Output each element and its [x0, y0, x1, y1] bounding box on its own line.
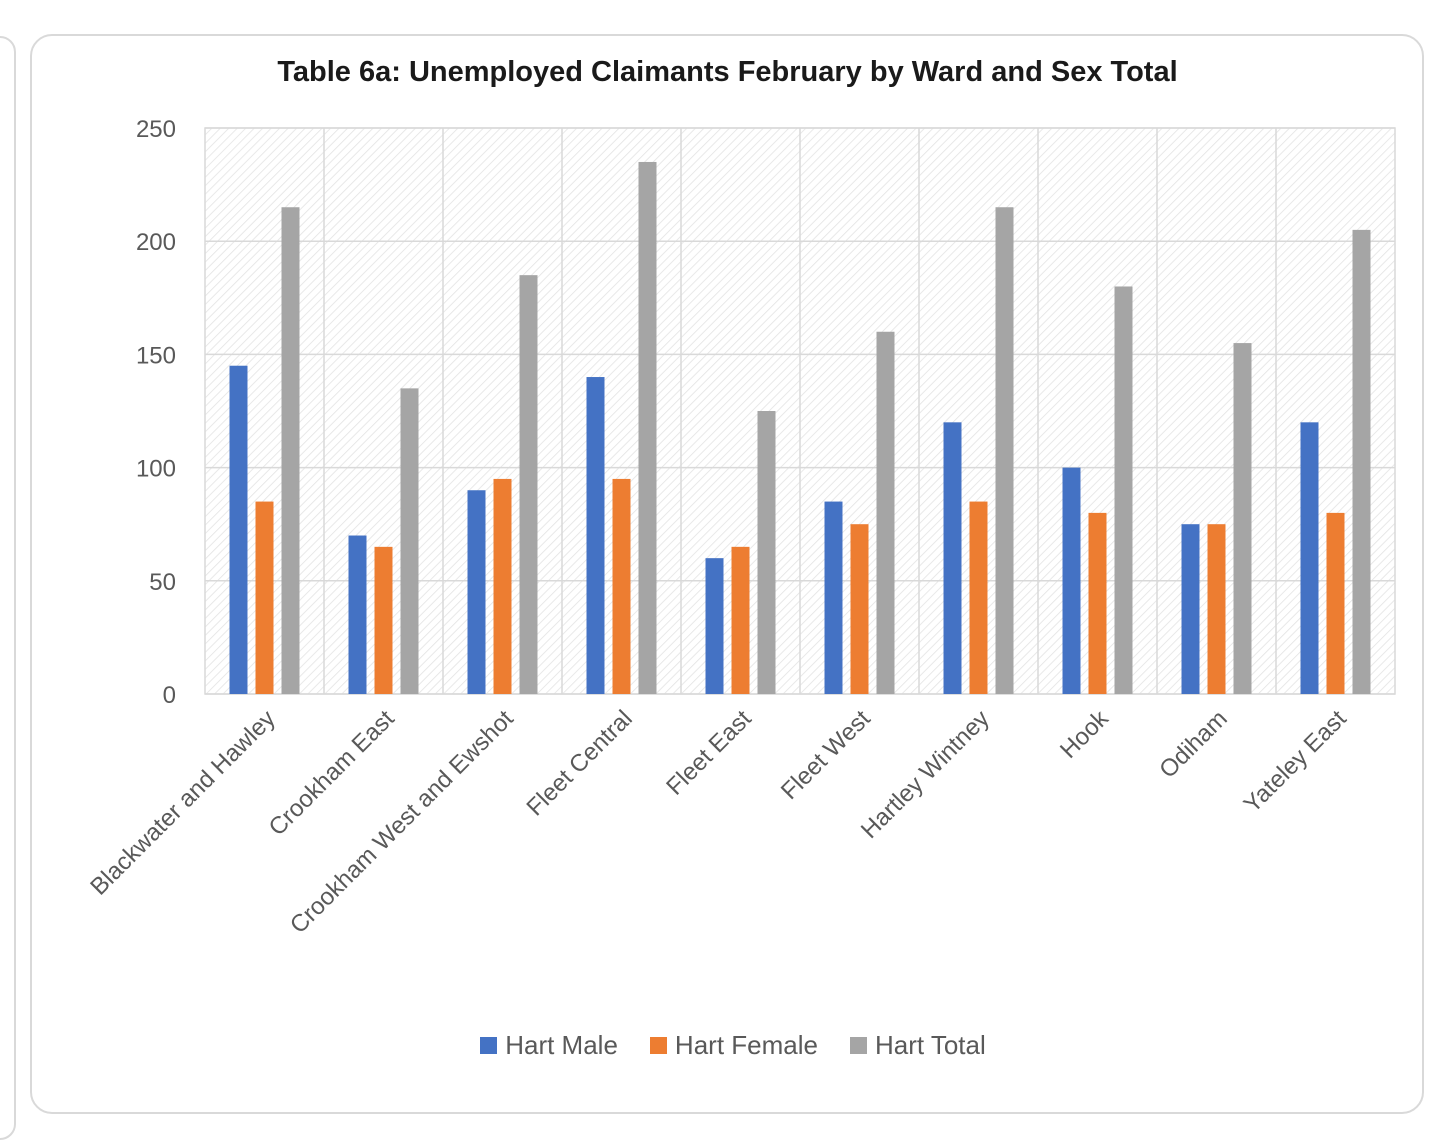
x-category-label: Fleet East: [661, 705, 757, 801]
y-tick-label: 150: [136, 342, 176, 369]
bar-hart-female: [850, 524, 869, 694]
x-category-label: Fleet West: [776, 705, 876, 805]
y-tick-label: 50: [149, 569, 176, 596]
bar-hart-male: [1062, 467, 1081, 694]
bar-hart-total: [876, 331, 895, 694]
bar-hart-female: [969, 501, 988, 694]
legend-swatch: [480, 1037, 498, 1054]
bar-hart-female: [1326, 512, 1345, 694]
bar-hart-male: [1181, 524, 1200, 694]
legend-label: Hart Total: [874, 1030, 986, 1060]
bar-hart-total: [1114, 286, 1133, 694]
x-category-label: Odiham: [1154, 705, 1233, 784]
y-tick-label: 200: [136, 229, 176, 256]
legend-item: Hart Male: [480, 1030, 618, 1061]
x-category-label: Crookham West and Ewshot: [285, 705, 519, 939]
legend-label: Hart Male: [505, 1030, 618, 1060]
legend-item: Hart Female: [649, 1030, 818, 1061]
bar-hart-total: [519, 275, 538, 694]
bar-hart-female: [493, 478, 512, 694]
bar-hart-total: [1352, 229, 1371, 694]
x-category-label: Fleet Central: [522, 705, 638, 821]
bar-hart-male: [586, 377, 605, 694]
bar-hart-total: [400, 388, 419, 694]
legend: Hart Male Hart Female Hart Total: [0, 1030, 1433, 1061]
chart-title: Table 6a: Unemployed Claimants February …: [277, 56, 1178, 88]
x-category-label: Crookham East: [264, 705, 400, 841]
legend-swatch: [649, 1037, 667, 1054]
bar-hart-female: [374, 546, 393, 694]
bar-hart-male: [1300, 422, 1319, 694]
x-category-label: Hartley Wintney: [856, 705, 995, 844]
bar-hart-male: [824, 501, 843, 694]
bar-hart-female: [731, 546, 750, 694]
bar-chart: 0 50 100 150 200 250 Blackwater and HawleyCro…: [85, 116, 1396, 939]
bar-hart-total: [1233, 343, 1252, 694]
bar-hart-male: [229, 365, 248, 694]
bar-hart-male: [705, 558, 724, 694]
bar-hart-female: [1207, 524, 1226, 694]
legend-swatch: [849, 1037, 867, 1054]
x-category-label: Yateley East: [1239, 705, 1352, 818]
bar-hart-total: [638, 161, 657, 694]
bar-hart-male: [467, 490, 486, 694]
bar-hart-total: [757, 411, 776, 694]
x-category-label: Hook: [1055, 704, 1114, 763]
bar-hart-total: [281, 207, 300, 695]
y-tick-label: 100: [136, 456, 176, 483]
bar-hart-total: [995, 207, 1014, 695]
y-tick-label: 250: [136, 116, 176, 143]
x-category-label: Blackwater and Hawley: [85, 705, 280, 900]
bar-hart-female: [1088, 512, 1107, 694]
legend-item: Hart Total: [849, 1030, 986, 1061]
bar-hart-male: [348, 535, 367, 694]
legend-label: Hart Female: [674, 1030, 818, 1060]
bar-hart-male: [943, 422, 962, 694]
bar-hart-female: [612, 478, 631, 694]
bar-hart-female: [255, 501, 274, 694]
y-tick-label: 0: [163, 682, 176, 709]
